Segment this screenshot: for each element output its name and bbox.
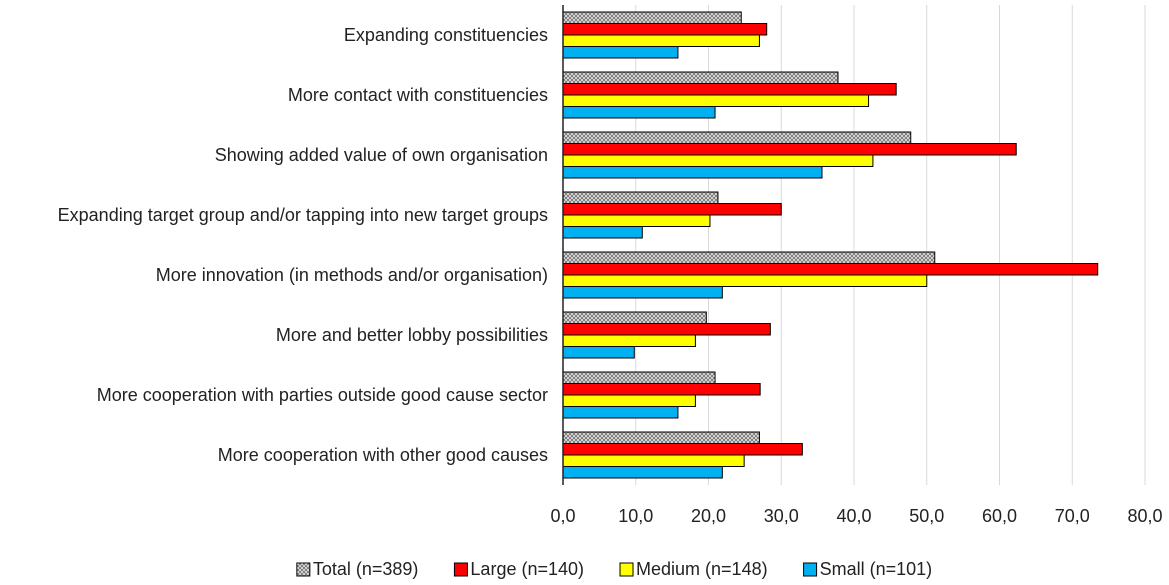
- bar: [562, 371, 716, 384]
- y-tick-label: Expanding target group and/or tapping in…: [57, 205, 548, 225]
- legend-item: Total (n=389): [296, 559, 419, 579]
- bar: [562, 466, 723, 479]
- bar: [562, 263, 1099, 276]
- legend-item: Small (n=101): [803, 559, 933, 579]
- legend-item: Large (n=140): [453, 559, 584, 579]
- bar: [562, 83, 897, 96]
- bar: [562, 394, 696, 407]
- bar: [562, 383, 761, 396]
- bar: [562, 34, 760, 47]
- bar: [562, 443, 803, 456]
- bar: [562, 23, 768, 36]
- bar: [562, 166, 823, 179]
- bar: [562, 71, 839, 84]
- legend-swatch: [453, 562, 468, 577]
- y-tick-label: Expanding constituencies: [343, 25, 548, 45]
- bar: [562, 334, 696, 347]
- y-tick-label: More cooperation with parties outside go…: [96, 385, 548, 405]
- category-label-box: Showing added value of own organisation: [0, 125, 548, 185]
- bar: [562, 191, 719, 204]
- legend: Total (n=389) Large (n=140) Medium (n=148)…: [296, 559, 933, 579]
- y-tick-label: More innovation (in methods and/or organ…: [155, 265, 548, 285]
- bar: [562, 154, 874, 167]
- x-tick-label: 10,0: [618, 506, 653, 526]
- x-tick-label: 30,0: [764, 506, 799, 526]
- category-label-box: Expanding target group and/or tapping in…: [0, 185, 548, 245]
- bar: [562, 226, 643, 239]
- legend-label: Total (n=389): [313, 559, 419, 579]
- legend-label: Large (n=140): [470, 559, 584, 579]
- x-tick-label: 20,0: [691, 506, 726, 526]
- legend-label: Small (n=101): [820, 559, 933, 579]
- bar: [562, 406, 679, 419]
- x-tick-label: 80,0: [1127, 506, 1162, 526]
- bar: [562, 94, 870, 107]
- category-label-box: Expanding constituencies: [0, 5, 548, 65]
- legend-swatch: [619, 562, 634, 577]
- bar: [562, 251, 936, 264]
- x-tick-label: 60,0: [982, 506, 1017, 526]
- bar: [562, 286, 723, 299]
- legend-label: Medium (n=148): [636, 559, 768, 579]
- bar: [562, 46, 679, 59]
- x-tick-label: 50,0: [909, 506, 944, 526]
- y-tick-label: Showing added value of own organisation: [214, 145, 548, 165]
- legend-item: Medium (n=148): [619, 559, 768, 579]
- bar: [562, 431, 760, 444]
- y-tick-label: More cooperation with other good causes: [217, 445, 548, 465]
- bar: [562, 11, 742, 24]
- category-label-box: More cooperation with other good causes: [0, 425, 548, 485]
- bar: [562, 311, 707, 324]
- category-label-box: More contact with constituencies: [0, 65, 548, 125]
- bar: [562, 203, 782, 216]
- bar: [562, 106, 716, 119]
- legend-swatch: [803, 562, 818, 577]
- category-label-box: More and better lobby possibilities: [0, 305, 548, 365]
- x-tick-label: 0,0: [550, 506, 575, 526]
- bar: [562, 131, 912, 144]
- category-label-box: More innovation (in methods and/or organ…: [0, 245, 548, 305]
- category-label-box: More cooperation with parties outside go…: [0, 365, 548, 425]
- bar: [562, 323, 771, 336]
- bar: [562, 346, 635, 359]
- x-tick-label: 40,0: [836, 506, 871, 526]
- bar: [562, 274, 928, 287]
- bar: [562, 143, 1017, 156]
- bar: [562, 454, 745, 467]
- legend-swatch: [296, 562, 311, 577]
- y-tick-label: More contact with constituencies: [287, 85, 548, 105]
- bar: [562, 214, 711, 227]
- y-tick-label: More and better lobby possibilities: [275, 325, 548, 345]
- x-tick-label: 70,0: [1055, 506, 1090, 526]
